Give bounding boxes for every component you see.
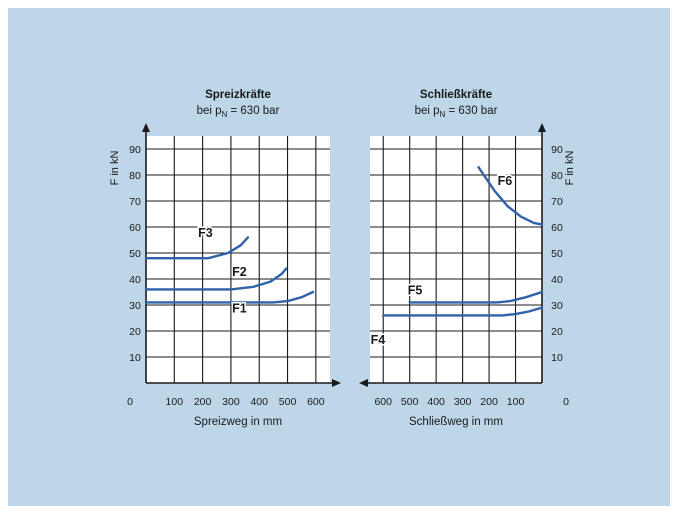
x-tick-label: 100 [507, 396, 525, 408]
figure-panel: 10 20 30 40 50 60 70 80 90 0 100 200 300 400 500 600 Spr… [8, 8, 670, 506]
x-tick-label: 600 [374, 396, 392, 408]
y-axis-arrow [142, 123, 150, 132]
series-label-f5: F5 [408, 283, 423, 297]
series-line-f3 [144, 236, 250, 260]
x-tick-label: 400 [250, 396, 268, 408]
x-tick-label: 400 [427, 396, 445, 408]
x-tick-label: 200 [480, 396, 498, 408]
subtitle-subscript: N [440, 110, 446, 119]
x-tick-label: 500 [279, 396, 297, 408]
y-tick-label: 90 [551, 144, 563, 156]
plot-area [146, 136, 330, 383]
x-axis-label: Spreizweg in mm [194, 416, 282, 428]
y-tick-label: 50 [551, 248, 563, 260]
y-axis-label: F in kN [109, 151, 121, 186]
series-label-f4: F4 [371, 333, 386, 347]
y-tick-label: 20 [129, 326, 141, 338]
y-tick-label: 40 [551, 274, 563, 286]
x-tick-label: 0 [563, 396, 569, 408]
series-label-f6: F6 [498, 174, 513, 188]
y-axis-arrow [538, 123, 546, 132]
chart-title: Spreizkräfte [205, 89, 271, 101]
y-tick-label: 30 [551, 300, 563, 312]
x-axis-arrow [359, 379, 368, 387]
y-tick-label: 60 [129, 222, 141, 234]
x-axis-label: Schließweg in mm [409, 416, 503, 428]
y-tick-label: 70 [551, 196, 563, 208]
x-tick-label: 0 [127, 396, 133, 408]
subtitle-prefix: bei p [197, 105, 222, 117]
chart-subtitle: bei pN = 630 bar [415, 105, 498, 119]
subtitle-subscript: N [222, 110, 228, 119]
subtitle-suffix: = 630 bar [227, 105, 279, 117]
x-tick-label: 500 [401, 396, 419, 408]
subtitle-prefix: bei p [415, 105, 440, 117]
y-tick-label: 20 [551, 326, 563, 338]
chart-title: Schließkräfte [420, 89, 492, 101]
series-line-f5 [408, 290, 544, 304]
x-axis-arrow [332, 379, 341, 387]
series-line-f2 [144, 267, 288, 291]
y-tick-label: 30 [129, 300, 141, 312]
series-label-f3: F3 [198, 226, 213, 240]
series-label-f1: F1 [232, 302, 247, 316]
x-tick-label: 100 [166, 396, 184, 408]
chart-subtitle: bei pN = 630 bar [197, 105, 280, 119]
y-tick-label: 70 [129, 196, 141, 208]
y-tick-label: 60 [551, 222, 563, 234]
x-tick-label: 300 [454, 396, 472, 408]
series-line-f4 [382, 306, 544, 317]
y-tick-label: 40 [129, 274, 141, 286]
y-tick-label: 50 [129, 248, 141, 260]
y-tick-label: 10 [551, 352, 563, 364]
chart-2: 10 20 30 40 50 60 70 80 90 600 500 400 300 200 100 0 Sch… [359, 89, 576, 428]
plot-area [370, 136, 542, 383]
x-tick-label: 600 [307, 396, 325, 408]
y-tick-label: 90 [129, 144, 141, 156]
y-tick-label: 80 [129, 170, 141, 182]
chart-1: 10 20 30 40 50 60 70 80 90 0 100 200 300 400 500 600 Spr… [109, 89, 341, 428]
x-tick-label: 300 [222, 396, 240, 408]
series-label-f2: F2 [232, 265, 247, 279]
y-tick-label: 10 [129, 352, 141, 364]
subtitle-suffix: = 630 bar [445, 105, 497, 117]
series-line-f6 [477, 166, 544, 226]
x-tick-label: 200 [194, 396, 212, 408]
y-axis-label: F in kN [564, 151, 576, 186]
y-tick-label: 80 [551, 170, 563, 182]
series-line-f1 [144, 290, 315, 304]
